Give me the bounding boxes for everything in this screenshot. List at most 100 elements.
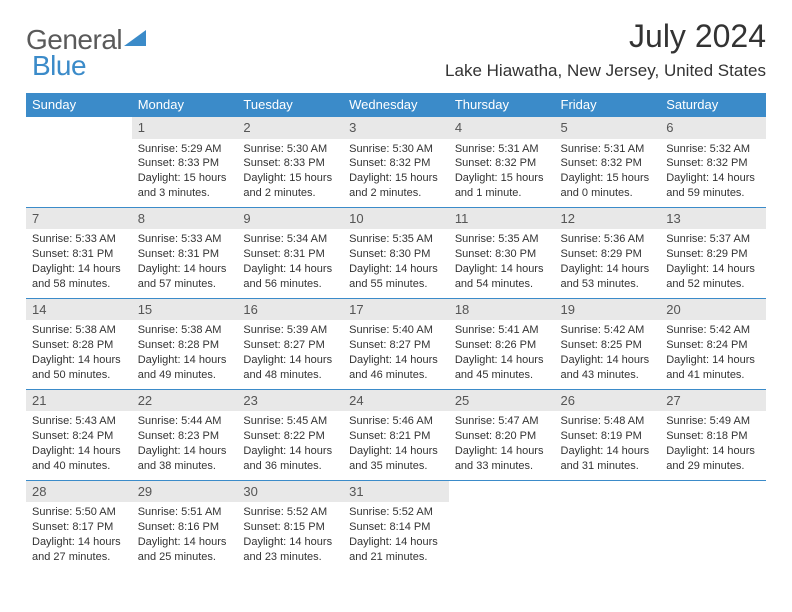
sunrise-text: Sunrise: 5:41 AM [455,323,549,338]
daynum-row: 28293031 [26,480,766,502]
sunrise-text: Sunrise: 5:45 AM [243,414,337,429]
day-number-cell: 31 [343,480,449,502]
sunset-text: Sunset: 8:30 PM [455,247,549,262]
day-content-cell: Sunrise: 5:45 AMSunset: 8:22 PMDaylight:… [237,411,343,480]
day-content-cell: Sunrise: 5:41 AMSunset: 8:26 PMDaylight:… [449,320,555,389]
sunset-text: Sunset: 8:31 PM [243,247,337,262]
day-number-cell [26,117,132,139]
sunset-text: Sunset: 8:33 PM [138,156,232,171]
day-content-cell: Sunrise: 5:44 AMSunset: 8:23 PMDaylight:… [132,411,238,480]
day-number-cell: 24 [343,389,449,411]
sunrise-text: Sunrise: 5:42 AM [561,323,655,338]
daylight-text: Daylight: 14 hours and 23 minutes. [243,535,337,565]
sunrise-text: Sunrise: 5:31 AM [561,142,655,157]
daylight-text: Daylight: 15 hours and 0 minutes. [561,171,655,201]
sunrise-text: Sunrise: 5:30 AM [243,142,337,157]
day-number-cell: 21 [26,389,132,411]
day-number-cell [660,480,766,502]
header: General July 2024 Lake Hiawatha, New Jer… [0,0,792,85]
day-content-cell: Sunrise: 5:35 AMSunset: 8:30 PMDaylight:… [449,229,555,298]
sunrise-text: Sunrise: 5:42 AM [666,323,760,338]
dayheader-fri: Friday [555,93,661,117]
sunset-text: Sunset: 8:23 PM [138,429,232,444]
day-content-cell: Sunrise: 5:49 AMSunset: 8:18 PMDaylight:… [660,411,766,480]
daylight-text: Daylight: 14 hours and 21 minutes. [349,535,443,565]
sunset-text: Sunset: 8:27 PM [349,338,443,353]
daylight-text: Daylight: 14 hours and 41 minutes. [666,353,760,383]
sunrise-text: Sunrise: 5:40 AM [349,323,443,338]
day-number-cell: 5 [555,117,661,139]
dayheader-wed: Wednesday [343,93,449,117]
sunrise-text: Sunrise: 5:52 AM [243,505,337,520]
daylight-text: Daylight: 14 hours and 53 minutes. [561,262,655,292]
sunset-text: Sunset: 8:25 PM [561,338,655,353]
day-number-cell: 12 [555,207,661,229]
daylight-text: Daylight: 14 hours and 27 minutes. [32,535,126,565]
sunset-text: Sunset: 8:24 PM [666,338,760,353]
sunset-text: Sunset: 8:32 PM [455,156,549,171]
day-content-cell: Sunrise: 5:37 AMSunset: 8:29 PMDaylight:… [660,229,766,298]
day-number-cell: 28 [26,480,132,502]
daylight-text: Daylight: 14 hours and 57 minutes. [138,262,232,292]
daylight-text: Daylight: 14 hours and 33 minutes. [455,444,549,474]
sunset-text: Sunset: 8:17 PM [32,520,126,535]
day-number-cell: 14 [26,298,132,320]
daynum-row: 123456 [26,117,766,139]
day-content-cell: Sunrise: 5:31 AMSunset: 8:32 PMDaylight:… [449,139,555,208]
day-content-cell [555,502,661,570]
sunset-text: Sunset: 8:22 PM [243,429,337,444]
day-number-cell: 16 [237,298,343,320]
sunset-text: Sunset: 8:20 PM [455,429,549,444]
daylight-text: Daylight: 14 hours and 50 minutes. [32,353,126,383]
day-number-cell: 8 [132,207,238,229]
sunrise-text: Sunrise: 5:35 AM [455,232,549,247]
day-number-cell [449,480,555,502]
sunrise-text: Sunrise: 5:39 AM [243,323,337,338]
daylight-text: Daylight: 14 hours and 56 minutes. [243,262,337,292]
day-number-cell: 2 [237,117,343,139]
sunrise-text: Sunrise: 5:46 AM [349,414,443,429]
day-content-cell: Sunrise: 5:38 AMSunset: 8:28 PMDaylight:… [26,320,132,389]
sunset-text: Sunset: 8:29 PM [561,247,655,262]
sunrise-text: Sunrise: 5:51 AM [138,505,232,520]
daylight-text: Daylight: 14 hours and 49 minutes. [138,353,232,383]
day-content-cell: Sunrise: 5:38 AMSunset: 8:28 PMDaylight:… [132,320,238,389]
day-content-cell [26,139,132,208]
daylight-text: Daylight: 14 hours and 40 minutes. [32,444,126,474]
daylight-text: Daylight: 14 hours and 58 minutes. [32,262,126,292]
sunset-text: Sunset: 8:30 PM [349,247,443,262]
sunset-text: Sunset: 8:16 PM [138,520,232,535]
dayheader-tue: Tuesday [237,93,343,117]
sunrise-text: Sunrise: 5:48 AM [561,414,655,429]
day-content-cell: Sunrise: 5:32 AMSunset: 8:32 PMDaylight:… [660,139,766,208]
day-number-cell: 20 [660,298,766,320]
title-block: July 2024 Lake Hiawatha, New Jersey, Uni… [445,18,766,81]
content-row: Sunrise: 5:50 AMSunset: 8:17 PMDaylight:… [26,502,766,570]
day-content-cell: Sunrise: 5:48 AMSunset: 8:19 PMDaylight:… [555,411,661,480]
day-content-cell: Sunrise: 5:46 AMSunset: 8:21 PMDaylight:… [343,411,449,480]
daylight-text: Daylight: 15 hours and 3 minutes. [138,171,232,201]
day-number-cell: 27 [660,389,766,411]
daylight-text: Daylight: 14 hours and 55 minutes. [349,262,443,292]
day-content-cell: Sunrise: 5:33 AMSunset: 8:31 PMDaylight:… [26,229,132,298]
day-number-cell: 19 [555,298,661,320]
day-content-cell: Sunrise: 5:52 AMSunset: 8:15 PMDaylight:… [237,502,343,570]
content-row: Sunrise: 5:33 AMSunset: 8:31 PMDaylight:… [26,229,766,298]
daylight-text: Daylight: 14 hours and 46 minutes. [349,353,443,383]
sunrise-text: Sunrise: 5:34 AM [243,232,337,247]
sunset-text: Sunset: 8:15 PM [243,520,337,535]
dayheader-sat: Saturday [660,93,766,117]
day-content-cell: Sunrise: 5:30 AMSunset: 8:32 PMDaylight:… [343,139,449,208]
day-number-cell: 17 [343,298,449,320]
day-content-cell: Sunrise: 5:42 AMSunset: 8:24 PMDaylight:… [660,320,766,389]
sunrise-text: Sunrise: 5:38 AM [138,323,232,338]
day-content-cell: Sunrise: 5:30 AMSunset: 8:33 PMDaylight:… [237,139,343,208]
sunset-text: Sunset: 8:27 PM [243,338,337,353]
day-content-cell: Sunrise: 5:42 AMSunset: 8:25 PMDaylight:… [555,320,661,389]
sunrise-text: Sunrise: 5:36 AM [561,232,655,247]
dayheader-thu: Thursday [449,93,555,117]
day-content-cell: Sunrise: 5:51 AMSunset: 8:16 PMDaylight:… [132,502,238,570]
day-number-cell: 13 [660,207,766,229]
day-content-cell [449,502,555,570]
daylight-text: Daylight: 14 hours and 36 minutes. [243,444,337,474]
